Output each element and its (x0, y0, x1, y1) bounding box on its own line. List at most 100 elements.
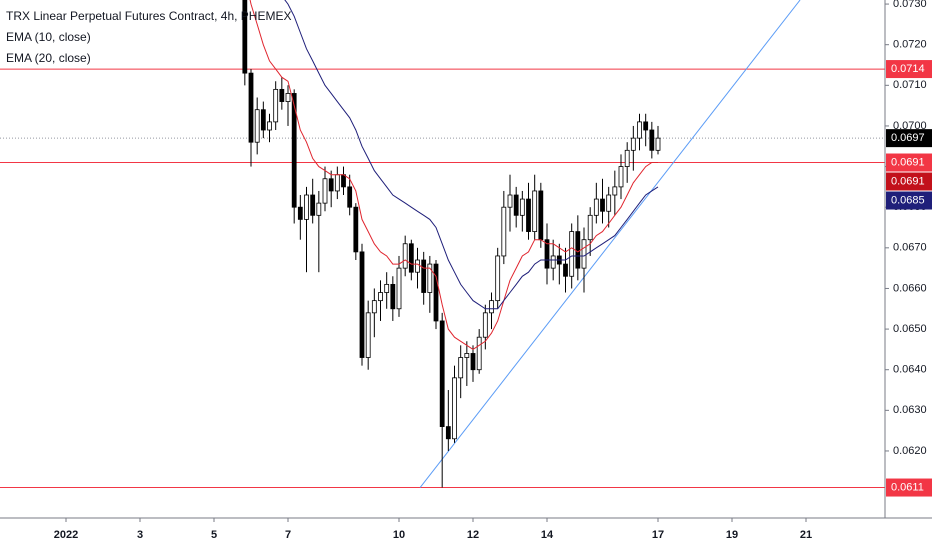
candle-body (408, 243, 414, 273)
price-tag: 0.0691 (891, 156, 925, 168)
candle-body (643, 121, 649, 131)
legend-entry: EMA (20, close) (6, 51, 91, 65)
candle-body (618, 166, 624, 188)
price-tag-bg (886, 172, 932, 191)
candle-body (304, 194, 309, 220)
candle-body (445, 426, 451, 440)
candle-body (513, 194, 519, 216)
candle-body (612, 186, 618, 196)
candle-body (285, 93, 291, 102)
candle-body (297, 206, 303, 220)
legend-entry: EMA (10, close) (6, 30, 91, 44)
x-tick-label: 19 (726, 529, 738, 541)
candle-body (359, 251, 365, 358)
candle-body (365, 312, 371, 358)
candle-body (470, 353, 476, 371)
candle-body (563, 263, 568, 277)
price-tag: 0.0714 (891, 63, 925, 75)
y-tick-label: 0.0730 (893, 0, 927, 10)
candle-body (242, 0, 248, 74)
price-tag-bg (886, 153, 932, 172)
y-tick-label: 0.0720 (893, 39, 927, 51)
candle-body (587, 214, 593, 241)
candle-body (630, 137, 636, 151)
chart-title: TRX Linear Perpetual Futures Contract, 4… (6, 9, 291, 23)
candle-body (581, 239, 587, 269)
candle-body (291, 93, 297, 208)
x-tick-label: 12 (467, 529, 479, 541)
candle-body (606, 194, 612, 212)
ema-line (249, 0, 658, 350)
candle-body (544, 239, 550, 269)
price-tag-bg (886, 478, 932, 497)
x-tick-label: 17 (652, 529, 664, 541)
candle-body (402, 243, 408, 269)
candle-body (433, 263, 439, 322)
candle-body (637, 121, 642, 139)
candle-body (501, 206, 507, 257)
candle-body (248, 72, 254, 143)
candle-body (507, 194, 513, 208)
candle-body (310, 194, 316, 216)
x-tick-label: 14 (541, 529, 554, 541)
candle-body (267, 121, 272, 131)
x-tick-label: 5 (211, 529, 217, 541)
candle-body (279, 88, 285, 102)
price-tag: 0.0685 (891, 194, 925, 206)
candle-body (273, 88, 279, 123)
candle-body (526, 198, 531, 232)
candle-body (482, 312, 488, 338)
candle-body (254, 109, 260, 143)
x-tick-label: 3 (137, 529, 143, 541)
candle-body (384, 283, 390, 293)
candle-body (569, 231, 575, 277)
x-tick-label: 7 (285, 529, 291, 541)
candle-body (396, 267, 402, 310)
candle-body (655, 137, 661, 151)
price-tag-bg (886, 129, 932, 148)
price-tag: 0.0611 (891, 481, 924, 493)
y-tick-label: 0.0700 (893, 120, 927, 132)
candle-body (649, 129, 655, 151)
x-tick-label: 21 (800, 529, 812, 541)
candle-body (353, 206, 359, 253)
candle-body (322, 178, 328, 204)
candle-body (347, 186, 353, 208)
price-tag-bg (886, 191, 932, 210)
candle-body (378, 292, 383, 302)
candle-body (371, 300, 377, 314)
candle-body (458, 357, 464, 379)
candle-body (260, 109, 266, 131)
candle-body (538, 190, 544, 241)
candle-body (575, 231, 581, 269)
candle-body (439, 320, 445, 427)
candle-body (489, 300, 494, 314)
candle-body (464, 353, 470, 358)
plot-area (0, 0, 885, 489)
candle-body (427, 263, 433, 293)
y-tick-label: 0.0630 (893, 404, 927, 416)
price-tag: 0.0697 (891, 132, 925, 144)
candle-body (532, 190, 538, 232)
y-tick-label: 0.0650 (893, 323, 927, 335)
candle-body (328, 178, 334, 192)
trendline (419, 0, 801, 488)
x-tick-label: 10 (393, 529, 405, 541)
price-tag-bg (886, 60, 932, 79)
y-tick-label: 0.0620 (893, 445, 927, 457)
candle-body (476, 336, 482, 371)
candle-body (519, 198, 525, 216)
y-tick-label: 0.0670 (893, 242, 927, 254)
axis-area: 0.0620 0.0630 0.0640 0.0650 0.0660 0.0670 0.06… (54, 0, 932, 541)
candle-body (550, 255, 556, 269)
candle-body (341, 174, 346, 188)
y-tick-label: 0.0710 (893, 79, 927, 91)
candle-body (421, 259, 427, 293)
candle-body (593, 198, 599, 216)
y-tick-label: 0.0660 (893, 282, 927, 294)
candle-body (390, 283, 396, 310)
x-tick-label: 2022 (54, 529, 78, 541)
y-tick-label: 0.0640 (893, 364, 927, 376)
